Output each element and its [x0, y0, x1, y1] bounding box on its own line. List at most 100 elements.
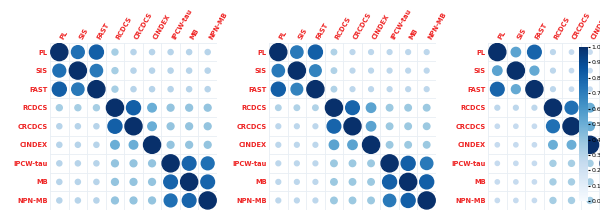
Bar — [50, 154, 68, 173]
Circle shape — [131, 68, 136, 73]
Bar — [124, 154, 143, 173]
Circle shape — [495, 105, 500, 110]
Circle shape — [94, 198, 99, 203]
Circle shape — [112, 160, 118, 167]
Bar — [343, 154, 362, 173]
Circle shape — [514, 180, 518, 184]
Bar — [581, 98, 599, 117]
Circle shape — [187, 68, 191, 73]
Circle shape — [182, 194, 196, 207]
Bar — [87, 154, 106, 173]
Bar — [599, 117, 600, 135]
Bar — [544, 98, 562, 117]
Bar — [161, 80, 180, 98]
Circle shape — [94, 105, 100, 111]
Bar — [180, 43, 199, 61]
Bar — [287, 135, 306, 154]
Bar — [161, 61, 180, 80]
Circle shape — [127, 101, 140, 115]
Bar — [161, 173, 180, 191]
Circle shape — [106, 99, 124, 116]
Bar — [544, 117, 562, 135]
Circle shape — [162, 155, 179, 172]
Bar — [562, 173, 581, 191]
Bar — [325, 117, 343, 135]
Circle shape — [204, 104, 211, 111]
Bar — [544, 154, 562, 173]
Circle shape — [424, 123, 430, 129]
Bar — [50, 117, 68, 135]
Bar — [106, 80, 124, 98]
Bar — [362, 154, 380, 173]
Circle shape — [130, 178, 137, 185]
Bar — [50, 61, 68, 80]
Bar — [106, 135, 124, 154]
Circle shape — [387, 87, 392, 92]
Bar — [306, 135, 325, 154]
Circle shape — [400, 173, 416, 190]
Bar — [287, 173, 306, 191]
Bar — [143, 80, 161, 98]
Bar — [380, 117, 399, 135]
Circle shape — [532, 180, 536, 184]
Circle shape — [511, 85, 520, 94]
Circle shape — [511, 47, 521, 57]
Circle shape — [70, 62, 86, 79]
Circle shape — [76, 198, 80, 203]
Circle shape — [57, 161, 62, 166]
Circle shape — [295, 161, 299, 166]
Bar — [50, 98, 68, 117]
Circle shape — [187, 87, 191, 92]
Circle shape — [495, 161, 499, 165]
Circle shape — [148, 103, 157, 112]
Circle shape — [201, 175, 215, 189]
Circle shape — [94, 161, 99, 166]
Bar — [87, 43, 106, 61]
Bar — [325, 80, 343, 98]
Bar — [199, 80, 217, 98]
Circle shape — [495, 143, 499, 147]
Bar — [161, 154, 180, 173]
Bar — [506, 173, 525, 191]
Bar — [362, 191, 380, 210]
Circle shape — [88, 81, 105, 98]
Circle shape — [149, 87, 155, 92]
Bar — [287, 98, 306, 117]
Circle shape — [51, 43, 68, 61]
Bar — [199, 154, 217, 173]
Bar — [399, 43, 418, 61]
Circle shape — [129, 141, 138, 149]
Circle shape — [327, 119, 341, 133]
Bar — [180, 98, 199, 117]
Bar — [161, 43, 180, 61]
Bar — [68, 61, 87, 80]
Circle shape — [405, 123, 412, 129]
Bar — [599, 80, 600, 98]
Circle shape — [386, 123, 393, 129]
Bar — [525, 117, 544, 135]
Circle shape — [348, 140, 357, 150]
Bar — [488, 135, 506, 154]
Bar — [269, 154, 287, 173]
Bar — [544, 80, 562, 98]
Bar — [544, 43, 562, 61]
Bar — [544, 135, 562, 154]
Bar — [562, 80, 581, 98]
Circle shape — [149, 178, 155, 185]
Circle shape — [350, 68, 355, 73]
Circle shape — [587, 160, 593, 166]
Bar — [581, 43, 599, 61]
Bar — [599, 135, 600, 154]
Bar — [599, 43, 600, 61]
Circle shape — [112, 68, 118, 74]
Circle shape — [57, 198, 62, 203]
Circle shape — [565, 101, 578, 114]
Bar — [161, 117, 180, 135]
Bar — [380, 98, 399, 117]
Circle shape — [76, 124, 80, 129]
Circle shape — [548, 141, 557, 149]
Circle shape — [56, 105, 62, 111]
Bar — [506, 80, 525, 98]
Bar — [269, 117, 287, 135]
Circle shape — [294, 105, 299, 110]
